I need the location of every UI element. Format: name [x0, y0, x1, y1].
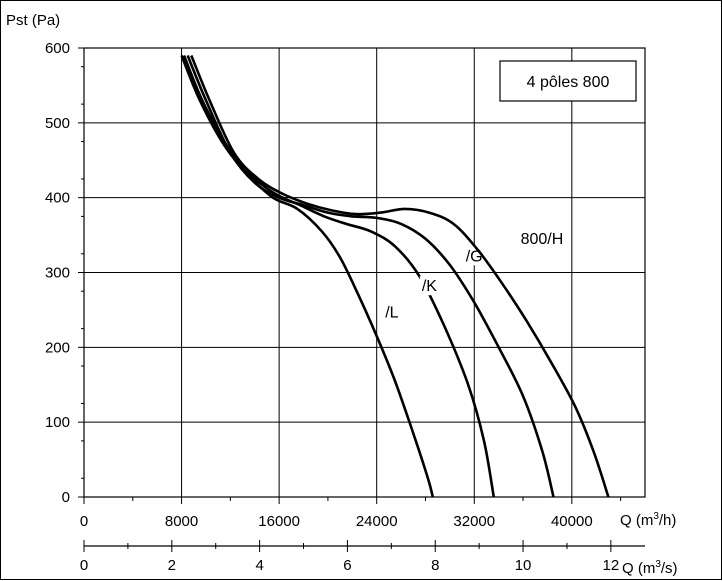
x-tick-label-m3s: 6	[343, 557, 351, 574]
series-label: /L	[385, 304, 398, 321]
x-axis-m3s: 0 2 4 6 8 10 12	[80, 540, 645, 574]
series-label: /K	[422, 278, 437, 295]
x-tick-label-m3h: 16000	[258, 513, 300, 530]
grid	[84, 48, 645, 497]
y-tick-label: 100	[45, 414, 70, 431]
curve-800h	[190, 55, 610, 498]
y-tick-label: 400	[45, 190, 70, 207]
y-tick-label: 200	[45, 339, 70, 356]
inset-legend-box: 4 pôles 800	[499, 60, 637, 102]
curve-g	[186, 55, 555, 498]
x-tick-label-m3s: 12	[603, 557, 620, 574]
x-tick-label-m3s: 4	[255, 557, 263, 574]
x-tick-label-m3s: 2	[168, 557, 176, 574]
x-tick-label-m3h: 0	[80, 513, 88, 530]
y-tick-label: 500	[45, 115, 70, 132]
y-tick-label: 600	[45, 40, 70, 57]
x-axis-label-m3s: Q (m3/s)	[622, 559, 678, 577]
series-label-bg	[383, 302, 406, 322]
series-label-bg	[518, 229, 568, 249]
x-tick-label-m3h: 40000	[551, 513, 593, 530]
series-label-bg	[419, 276, 442, 296]
series-label: 800/H	[521, 231, 564, 248]
inset-label: 4 pôles 800	[527, 74, 610, 91]
x-axis-m3h: 0 8000 16000 24000 32000 40000	[80, 497, 622, 530]
curve-k	[182, 55, 496, 498]
x-tick-label-m3h: 32000	[453, 513, 495, 530]
x-tick-label-m3s: 0	[80, 557, 88, 574]
x-axis-label-m3h: Q (m3/h)	[620, 511, 676, 529]
y-tick-label: 300	[45, 265, 70, 282]
y-tick-label: 0	[62, 489, 70, 506]
y-axis-ticks: 0 100 200 300 400 500 600	[45, 40, 84, 506]
y-axis-label: Pst (Pa)	[6, 12, 60, 29]
x-tick-label-m3h: 8000	[165, 513, 198, 530]
x-tick-label-m3s: 10	[515, 557, 532, 574]
x-tick-label-m3h: 24000	[356, 513, 398, 530]
x-tick-label-m3s: 8	[431, 557, 439, 574]
curve-l	[180, 55, 435, 498]
